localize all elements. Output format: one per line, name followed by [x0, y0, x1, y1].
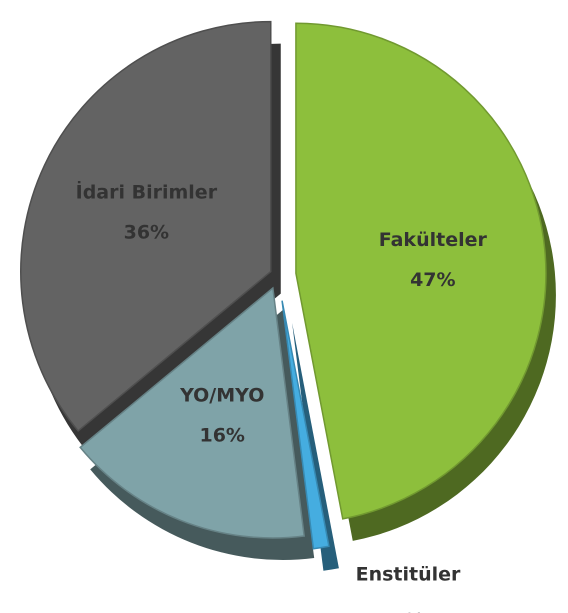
slice-value: 36%: [124, 222, 169, 244]
slice-label: Fakülteler: [379, 229, 488, 251]
slice: [20, 20, 272, 433]
slice-value: 16%: [199, 424, 244, 446]
slice-side: [292, 322, 339, 571]
slice-label: Enstitüler: [356, 564, 461, 586]
slice-value: 47%: [410, 269, 455, 291]
slice-value: 1%: [392, 610, 424, 613]
slice: [295, 22, 547, 520]
slice: [281, 300, 330, 550]
slice-label: YO/MYO: [179, 384, 264, 406]
slice-label: İdari Birimler: [76, 180, 218, 204]
slice: [79, 286, 306, 539]
